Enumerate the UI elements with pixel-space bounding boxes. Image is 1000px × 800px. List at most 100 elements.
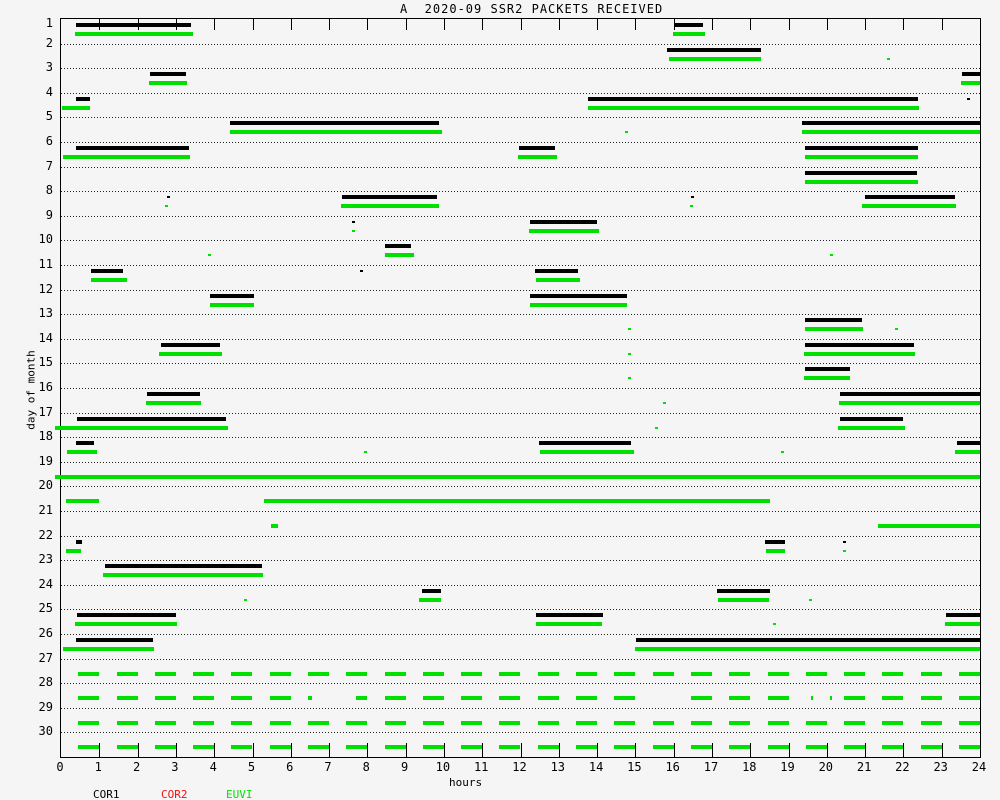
gridline-day-18 [61,437,980,439]
x-tick-label-hour-8: 8 [362,760,370,774]
euvi-bar [55,474,980,479]
euvi-dash-bar [576,720,598,725]
euvi-dash-bar [811,696,814,701]
bottom-hour-tick [214,743,216,757]
euvi-speck [363,451,367,454]
euvi-dash-bar [614,696,636,701]
y-tick-label-day-16: 16 [38,380,53,394]
x-tick-label-hour-13: 13 [550,760,566,774]
gridline-day-27 [61,658,980,660]
euvi-speck [773,623,777,626]
euvi-bar [90,278,127,282]
y-tick-label-day-13: 13 [38,306,53,321]
cor1-bar [957,441,980,446]
gridline-day-5 [61,117,980,119]
y-tick-label-day-19: 19 [38,453,53,468]
euvi-dash-bar [537,671,559,676]
euvi-dash-bar [576,696,598,701]
euvi-dash-bar [193,745,215,750]
gridline-day-13 [61,314,980,316]
euvi-speck [628,377,632,380]
y-tick-label-day-18: 18 [38,429,53,444]
cor1-bar [765,539,786,544]
cor1-bar [805,367,851,372]
euvi-dash-bar [154,671,176,676]
euvi-bar [960,81,980,86]
y-tick-label-day-4: 4 [45,84,53,99]
euvi-speck [352,229,355,232]
euvi-dash-bar [193,671,215,676]
euvi-dash-bar [269,696,291,701]
euvi-speck [164,205,168,208]
y-tick-label-day-5: 5 [45,109,53,124]
euvi-dash-bar [882,671,904,676]
euvi-speck [842,549,846,552]
cor1-bar [961,72,980,77]
top-hour-tick [750,19,752,30]
euvi-dash-bar [652,671,674,676]
bottom-hour-tick [99,743,101,757]
top-hour-tick [367,19,369,30]
euvi-bar [803,351,915,356]
x-tick-label-hour-10: 10 [435,760,451,774]
cor1-bar [945,613,980,618]
x-tick-label-hour-12: 12 [512,760,527,774]
euvi-dash-bar [614,745,636,750]
y-tick-label-day-28: 28 [38,675,53,690]
y-tick-label-day-24: 24 [38,576,53,591]
euvi-dash-bar [690,720,712,725]
euvi-bar [62,105,91,110]
euvi-bar [66,499,100,504]
gridline-day-3 [61,68,980,70]
bottom-hour-tick [290,743,292,757]
bottom-hour-tick [405,743,407,757]
bottom-hour-tick [367,743,369,757]
euvi-dash-bar [116,720,138,725]
bottom-hour-tick [175,743,177,757]
gridline-day-28 [61,683,980,685]
euvi-dash-bar [920,720,942,725]
euvi-dash-bar [422,745,444,750]
plot-area [55,18,981,758]
x-tick-label-hour-19: 19 [780,760,795,774]
euvi-dash-bar [116,696,138,701]
legend-item-cor1: COR1 [93,788,120,800]
euvi-dash-bar [499,696,521,701]
gridline-day-26 [61,634,980,635]
cor1-speck [352,220,355,223]
euvi-bar [158,351,223,356]
cor1-speck [967,97,971,100]
x-tick-label-hour-21: 21 [856,760,872,774]
cor1-speck [360,270,364,272]
y-tick-label-day-23: 23 [38,552,53,567]
x-tick-label-hour-6: 6 [286,760,294,774]
euvi-dash-bar [767,745,789,750]
legend-item-cor2: COR2 [161,788,188,800]
top-hour-tick [712,19,713,30]
euvi-bar [839,401,980,405]
cor1-bar [519,146,555,150]
bottom-hour-tick [482,743,484,757]
gridline-day-20 [61,486,980,488]
cor1-bar [529,219,598,224]
cor1-bar [805,318,863,323]
y-tick-label-day-17: 17 [38,404,53,419]
euvi-dash-bar [154,745,176,750]
y-tick-label-day-3: 3 [45,60,53,75]
euvi-dash-bar [461,720,483,725]
bottom-hour-tick [673,743,675,757]
euvi-bar [838,425,906,430]
cor1-bar [535,613,604,618]
bottom-hour-tick [329,743,330,757]
euvi-dash-bar [78,745,100,750]
cor1-bar [865,195,956,200]
bottom-hour-tick [826,743,828,757]
euvi-bar [264,499,771,504]
euvi-dash-bar [690,671,712,676]
euvi-speck [781,451,785,454]
x-tick-label-hour-16: 16 [665,760,680,774]
euvi-bar [862,204,957,209]
euvi-dash-bar [844,696,866,701]
top-hour-tick [252,19,254,30]
